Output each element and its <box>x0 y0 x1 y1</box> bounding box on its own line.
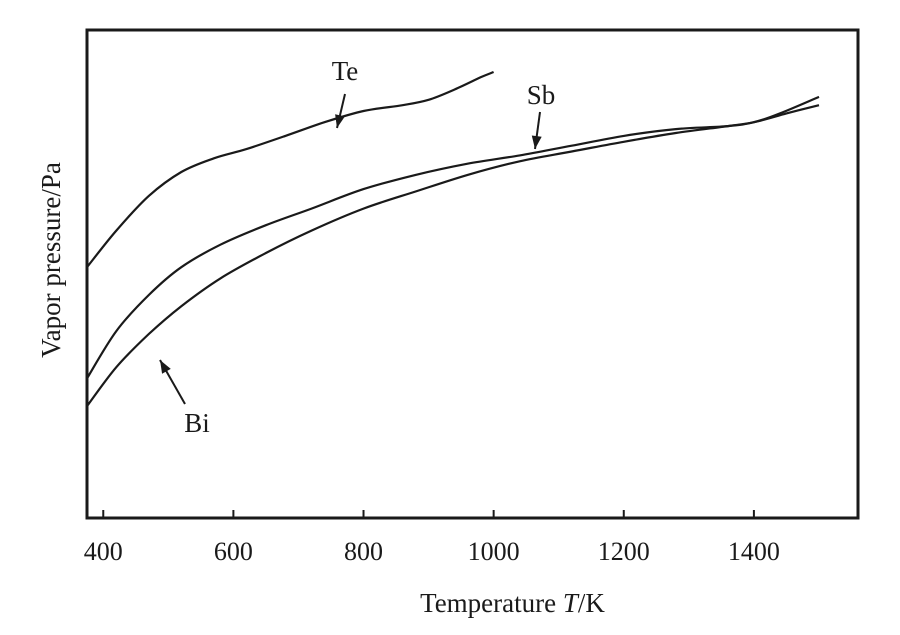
series-label-bi: Bi <box>184 408 210 438</box>
arrowhead-te <box>335 114 345 128</box>
annotation-layer: Te Sb Bi <box>159 56 556 438</box>
arrowhead-bi <box>160 360 171 374</box>
y-axis-title: Vapor pressure/Pa <box>36 162 66 358</box>
x-tick-label: 1400 <box>728 537 780 566</box>
series-line-sb <box>86 95 820 379</box>
series-layer <box>86 70 820 407</box>
x-tick-layer: 400 600 800 1000 1200 1400 <box>84 510 780 566</box>
x-tick-label: 400 <box>84 537 123 566</box>
series-label-sb: Sb <box>527 80 556 110</box>
x-tick-label: 1200 <box>598 537 650 566</box>
series-label-te: Te <box>332 56 359 86</box>
series-line-te <box>86 70 495 268</box>
x-tick-label: 1000 <box>468 537 520 566</box>
x-tick-label: 600 <box>214 537 253 566</box>
x-tick-label: 800 <box>344 537 383 566</box>
plot-frame <box>85 28 860 520</box>
series-line-bi <box>86 104 820 407</box>
x-axis-title: Temperature T/K <box>420 588 605 618</box>
arrowhead-sb <box>531 135 542 149</box>
